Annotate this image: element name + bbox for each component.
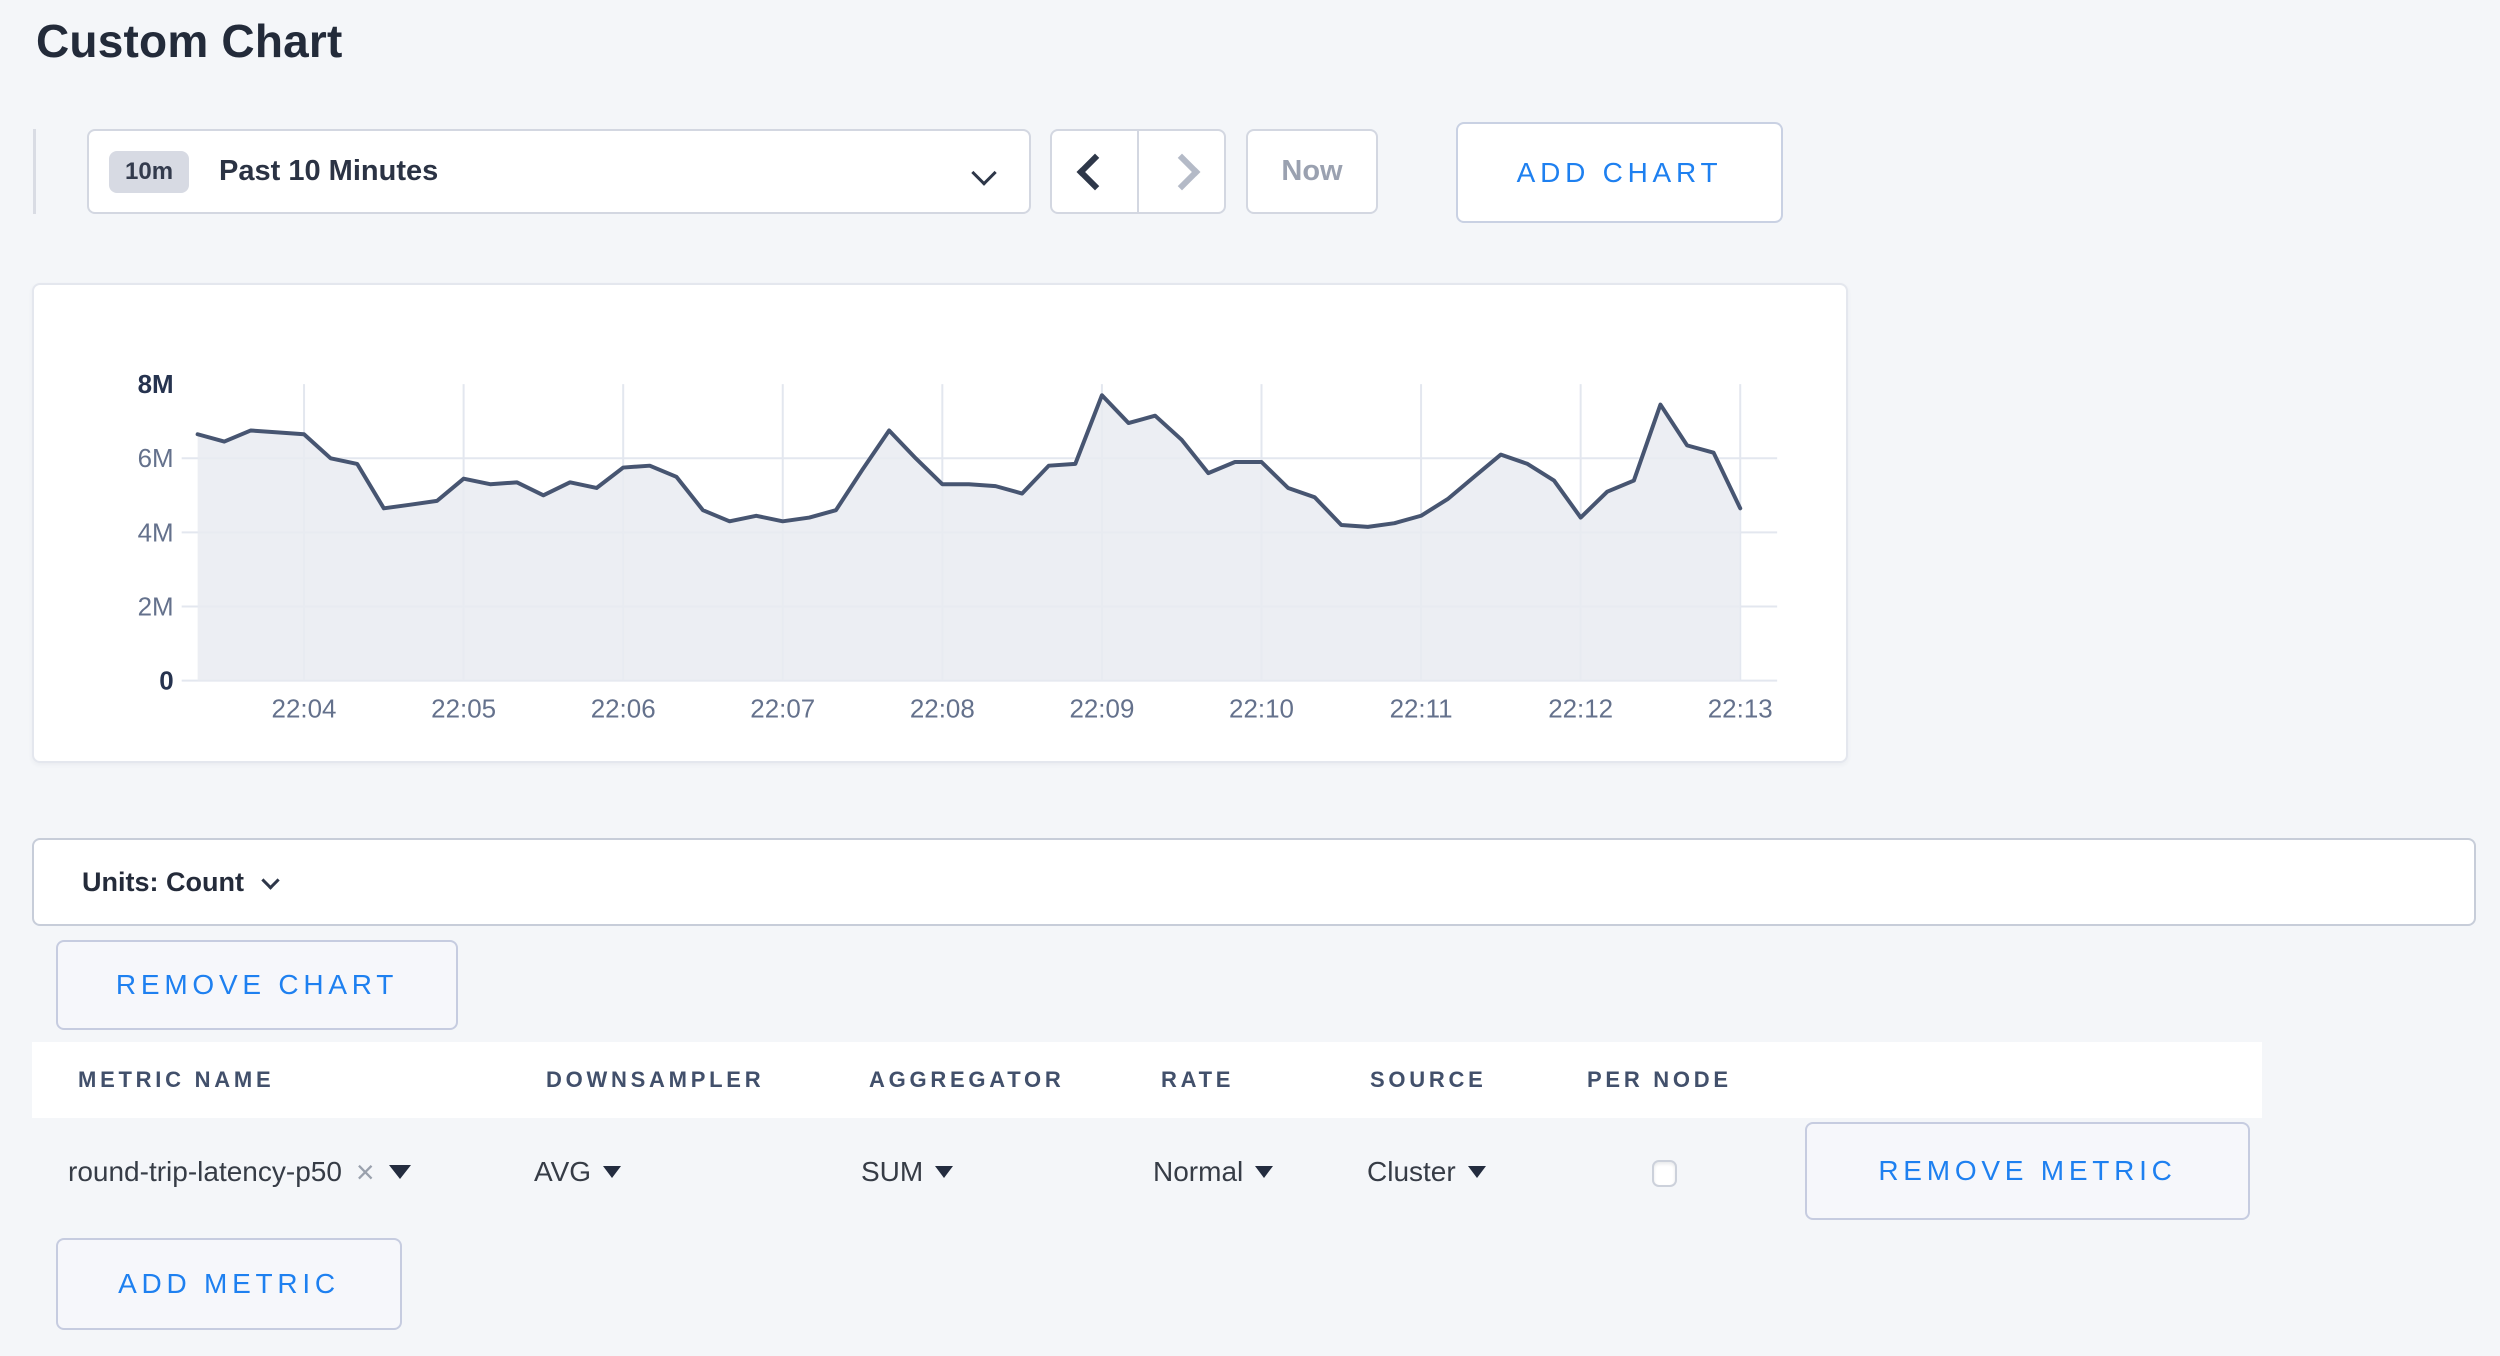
svg-text:22:07: 22:07: [750, 695, 815, 723]
metrics-table-header: METRIC NAME DOWNSAMPLER AGGREGATOR RATE …: [32, 1042, 2262, 1118]
svg-text:2M: 2M: [138, 594, 174, 622]
caret-down-icon: [1255, 1166, 1274, 1178]
remove-metric-button[interactable]: REMOVE METRIC: [1805, 1122, 2250, 1220]
svg-text:22:11: 22:11: [1390, 695, 1453, 723]
column-header-source: SOURCE: [1370, 1067, 1487, 1092]
time-range-label: Past 10 Minutes: [219, 155, 439, 187]
metric-name-dropdown[interactable]: round-trip-latency-p50 ×: [68, 1140, 411, 1204]
svg-text:0: 0: [159, 668, 173, 696]
time-range-badge: 10m: [109, 150, 190, 193]
svg-text:22:12: 22:12: [1548, 695, 1613, 723]
remove-chart-button[interactable]: REMOVE CHART: [56, 940, 458, 1030]
svg-text:22:13: 22:13: [1708, 695, 1773, 723]
svg-text:22:04: 22:04: [272, 695, 337, 723]
source-dropdown[interactable]: Cluster: [1367, 1140, 1486, 1204]
svg-text:6M: 6M: [138, 445, 174, 473]
source-value: Cluster: [1367, 1156, 1456, 1187]
time-step-buttons: [1050, 129, 1226, 214]
chevron-right-icon: [1163, 153, 1200, 190]
chart-card: 0 2M 4M 6M 8M 22:04 22:05 22:06 22:07 22:08 22:09 2…: [32, 283, 1848, 763]
metric-name-value: round-trip-latency-p50: [68, 1156, 342, 1187]
aggregator-dropdown[interactable]: SUM: [861, 1140, 954, 1204]
caret-down-icon: [603, 1166, 622, 1178]
svg-text:22:10: 22:10: [1229, 695, 1294, 723]
toolbar-divider: [33, 129, 36, 214]
downsampler-dropdown[interactable]: AVG: [534, 1140, 622, 1204]
now-button-label: Now: [1281, 155, 1343, 187]
column-header-aggregator: AGGREGATOR: [869, 1067, 1065, 1092]
now-button[interactable]: Now: [1246, 129, 1378, 214]
chevron-down-icon: [971, 160, 997, 186]
units-select-label: Units: Count: [82, 866, 244, 897]
remove-tag-icon[interactable]: ×: [355, 1154, 375, 1190]
chevron-left-icon: [1076, 153, 1113, 190]
page-title: Custom Chart: [36, 15, 343, 67]
next-time-button[interactable]: [1139, 131, 1224, 212]
svg-text:22:08: 22:08: [910, 695, 975, 723]
svg-text:4M: 4M: [138, 519, 174, 547]
prev-time-button[interactable]: [1052, 131, 1139, 212]
svg-text:8M: 8M: [138, 371, 174, 399]
rate-dropdown[interactable]: Normal: [1153, 1140, 1274, 1204]
aggregator-value: SUM: [861, 1156, 924, 1187]
units-select[interactable]: Units: Count: [32, 838, 2476, 926]
column-header-per-node: PER NODE: [1587, 1067, 1732, 1092]
column-header-downsampler: DOWNSAMPLER: [546, 1067, 765, 1092]
rate-value: Normal: [1153, 1156, 1244, 1187]
svg-text:22:09: 22:09: [1069, 695, 1134, 723]
caret-down-icon: [388, 1165, 411, 1179]
chevron-down-icon: [261, 870, 280, 890]
per-node-checkbox[interactable]: [1652, 1160, 1677, 1187]
add-chart-button[interactable]: ADD CHART: [1456, 122, 1783, 223]
caret-down-icon: [935, 1166, 954, 1178]
column-header-metric-name: METRIC NAME: [78, 1067, 275, 1092]
svg-text:22:05: 22:05: [431, 695, 496, 723]
add-metric-button[interactable]: ADD METRIC: [56, 1238, 402, 1330]
caret-down-icon: [1467, 1166, 1486, 1178]
timeseries-chart: 0 2M 4M 6M 8M 22:04 22:05 22:06 22:07 22:08 22:09 2…: [138, 371, 1778, 723]
downsampler-value: AVG: [534, 1156, 592, 1187]
time-range-select[interactable]: 10m Past 10 Minutes: [87, 129, 1031, 214]
column-header-rate: RATE: [1161, 1067, 1235, 1092]
svg-text:22:06: 22:06: [591, 695, 656, 723]
